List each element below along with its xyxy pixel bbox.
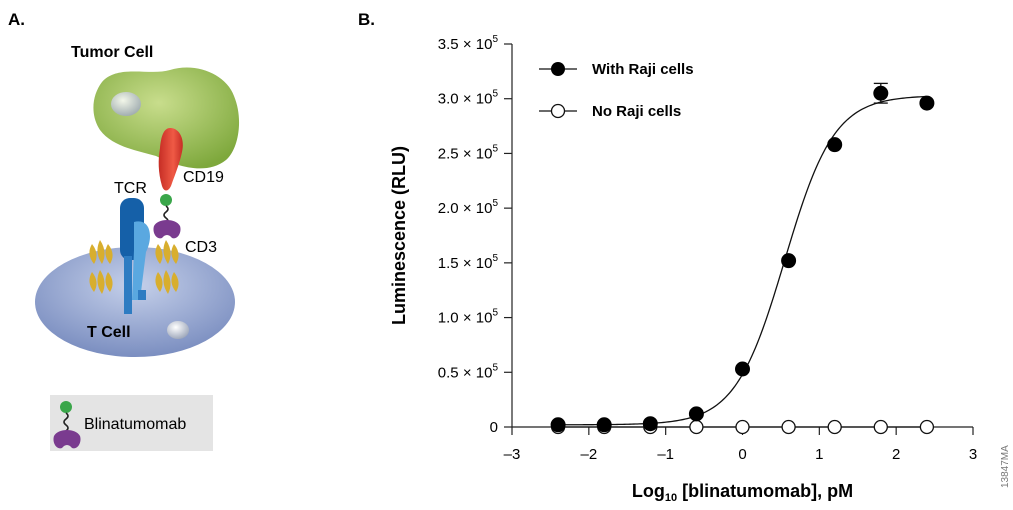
cd3-subunits-left: [89, 240, 113, 294]
panel-a-letter: A.: [8, 10, 25, 29]
blinatumomab-legend-label: Blinatumomab: [84, 416, 186, 433]
y-tick-label: 1.5 × 105: [438, 253, 499, 272]
panel-b-chart: B. 0 0.5 × 105 1.0 × 105 1.5 × 105 2.0 × 105…: [330, 0, 1013, 505]
legend-purple-domain: [53, 430, 81, 449]
x-tick-label: 1: [815, 446, 823, 463]
no-raji-point: [735, 419, 750, 435]
chart-legend: With Raji cells No Raji cells: [539, 61, 694, 120]
y-axis-title: Luminescence (RLU): [389, 146, 409, 325]
tcr-stalk: [124, 256, 132, 314]
y-tick-label: 0: [490, 419, 498, 436]
cd3-subunits-right: [155, 240, 179, 294]
illustration-svg: A. Tumor Cell T Cell CD19 TCR: [8, 10, 240, 451]
legend-no-raji-label: No Raji cells: [592, 103, 681, 120]
panel-a-illustration: A. Tumor Cell T Cell CD19 TCR: [0, 0, 330, 505]
x-tick-label: 3: [969, 446, 977, 463]
no-raji-point: [689, 419, 704, 435]
legend-with-raji-marker: [551, 62, 565, 76]
t-cell-label: T Cell: [87, 324, 131, 341]
legend-no-raji-marker: [550, 103, 566, 119]
tumor-cell-label: Tumor Cell: [71, 44, 153, 61]
tumor-nucleus: [111, 92, 141, 116]
with-raji-point: [642, 416, 658, 432]
figure-code: 13847MA: [1000, 445, 1011, 488]
no-raji-point: [873, 419, 888, 435]
cd19-receptor: [158, 128, 183, 191]
fit-curve-layer: [558, 95, 927, 428]
y-tick-label: 2.5 × 105: [438, 143, 499, 162]
x-tick-label: –3: [504, 446, 521, 463]
data-points-layer: [550, 82, 935, 435]
no-raji-point: [919, 419, 935, 435]
with-raji-point: [550, 417, 566, 433]
legend-green-domain: [60, 401, 72, 413]
tcr-label: TCR: [114, 180, 147, 197]
with-raji-point: [735, 361, 750, 377]
chart-axes: 0 0.5 × 105 1.0 × 105 1.5 × 105 2.0 × 105 2.5…: [389, 34, 977, 504]
no-raji-point: [781, 419, 796, 435]
cd19-label: CD19: [183, 169, 224, 186]
cd3-label: CD3: [185, 239, 217, 256]
y-tick-label: 0.5 × 105: [438, 362, 499, 381]
with-raji-point: [596, 417, 612, 433]
no-raji-point: [827, 419, 842, 435]
y-tick-label: 2.0 × 105: [438, 198, 499, 217]
y-tick-label: 3.5 × 105: [438, 34, 499, 53]
with-raji-point: [781, 253, 797, 269]
with-raji-point: [827, 137, 843, 153]
x-axis-title: Log10 [blinatumomab], pM: [632, 481, 853, 504]
x-tick-label: 0: [738, 446, 746, 463]
t-cell-nucleus: [167, 321, 189, 339]
x-tick-label: 2: [892, 446, 900, 463]
with-raji-point: [873, 85, 889, 101]
with-raji-point: [919, 95, 935, 111]
y-tick-label: 1.0 × 105: [438, 308, 499, 327]
legend-with-raji-label: With Raji cells: [592, 61, 694, 78]
with-raji-point: [688, 406, 704, 422]
blinatumomab-purple-domain: [153, 220, 181, 239]
x-tick-label: –2: [580, 446, 597, 463]
tcr-base: [138, 290, 146, 300]
dose-response-chart: B. 0 0.5 × 105 1.0 × 105 1.5 × 105 2.0 × 105…: [358, 10, 1011, 504]
tcr-light-chain: [132, 221, 150, 300]
blinatumomab-green-domain: [160, 194, 172, 206]
x-tick-label: –1: [657, 446, 674, 463]
y-tick-label: 3.0 × 105: [438, 89, 499, 108]
legend-linker: [63, 412, 69, 432]
panel-b-letter: B.: [358, 10, 375, 29]
